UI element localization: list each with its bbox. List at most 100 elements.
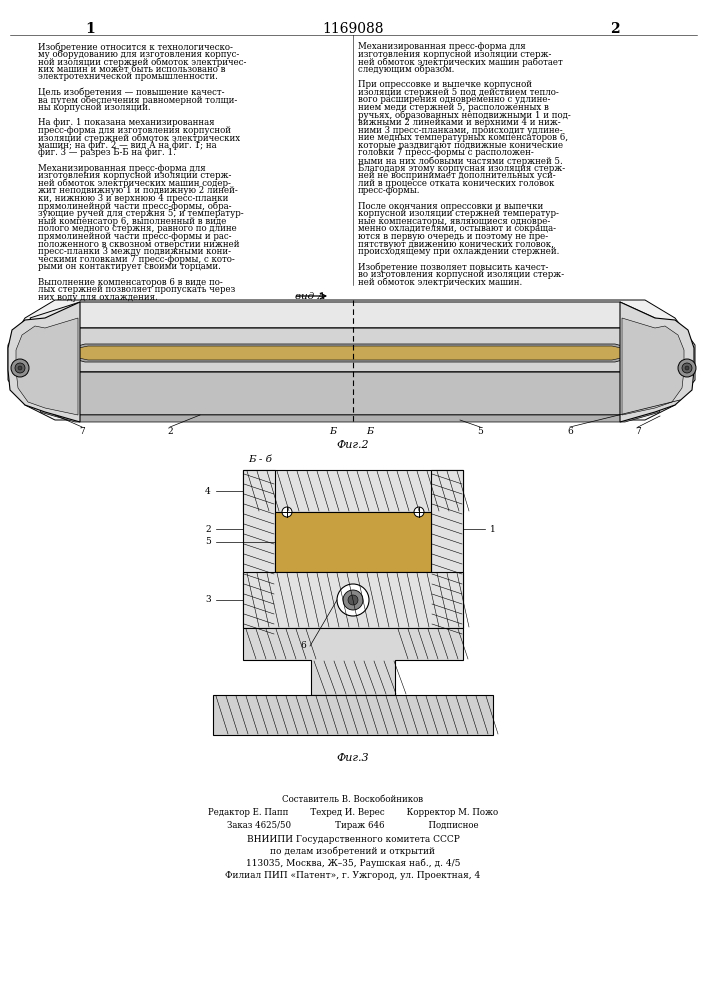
Polygon shape (431, 470, 463, 628)
Text: Изобретение относится к технологическо-: Изобретение относится к технологическо- (38, 42, 233, 51)
Text: электротехнической промышленности.: электротехнической промышленности. (38, 72, 218, 81)
Text: лых стержней позволяет пропускать через: лых стержней позволяет пропускать через (38, 285, 235, 294)
Text: ные компенсаторы, являющиеся одновре-: ные компенсаторы, являющиеся одновре- (358, 217, 550, 226)
Text: нием меди стержней 5, расположенных в: нием меди стержней 5, расположенных в (358, 103, 549, 112)
Text: 2: 2 (167, 427, 173, 436)
Text: по делам изобретений и открытий: по делам изобретений и открытий (271, 847, 436, 856)
Text: 6: 6 (567, 427, 573, 436)
Text: 7: 7 (79, 427, 85, 436)
Circle shape (682, 363, 692, 373)
Text: пресс-формы.: пресс-формы. (358, 186, 421, 195)
Text: ными на них лобовыми частями стержней 5.: ными на них лобовыми частями стержней 5. (358, 156, 563, 165)
Text: 113035, Москва, Ж–35, Раушская наб., д. 4/5: 113035, Москва, Ж–35, Раушская наб., д. … (246, 859, 460, 868)
Text: 1: 1 (85, 22, 95, 36)
Text: пресс-форма для изготовления корпусной: пресс-форма для изготовления корпусной (38, 126, 231, 135)
Text: менно охладителями, остывают и сокраща-: менно охладителями, остывают и сокраща- (358, 224, 556, 233)
Circle shape (15, 363, 25, 373)
Text: Филиал ПИП «Патент», г. Ужгород, ул. Проектная, 4: Филиал ПИП «Патент», г. Ужгород, ул. Про… (226, 871, 481, 880)
Circle shape (337, 584, 369, 616)
Text: Фиг.3: Фиг.3 (337, 753, 369, 763)
Text: При опрессовке и выпечке корпусной: При опрессовке и выпечке корпусной (358, 80, 532, 89)
Text: 1169088: 1169088 (322, 22, 384, 36)
Circle shape (11, 359, 29, 377)
Polygon shape (243, 470, 275, 628)
Polygon shape (620, 302, 694, 422)
Text: головки 7 пресс-формы с расположен-: головки 7 пресс-формы с расположен- (358, 148, 534, 157)
Text: Механизированная пресс-форма для: Механизированная пресс-форма для (38, 164, 206, 173)
Text: На фиг. 1 показана механизированная: На фиг. 1 показана механизированная (38, 118, 215, 127)
Text: изготовления корпусной изоляции стерж-: изготовления корпусной изоляции стерж- (358, 50, 551, 59)
Text: 2: 2 (610, 22, 620, 36)
Polygon shape (56, 346, 644, 360)
Text: Фиг.2: Фиг.2 (337, 440, 369, 450)
Text: изоляции стержней 5 под действием тепло-: изоляции стержней 5 под действием тепло- (358, 88, 559, 97)
Circle shape (18, 366, 22, 370)
Text: Б - б: Б - б (248, 455, 272, 464)
Text: вид А: вид А (295, 292, 325, 301)
Text: Б: Б (329, 427, 337, 436)
Text: 5: 5 (205, 538, 211, 546)
Polygon shape (40, 405, 660, 422)
Text: Выполнение компенсаторов 6 в виде по-: Выполнение компенсаторов 6 в виде по- (38, 278, 223, 287)
Text: корпусной изоляции стержней температур-: корпусной изоляции стержней температур- (358, 209, 559, 218)
Text: во изготовления корпусной изоляции стерж-: во изготовления корпусной изоляции стерж… (358, 270, 564, 279)
Polygon shape (30, 302, 670, 335)
Polygon shape (243, 572, 463, 628)
Text: ческими головками 7 пресс-формы, с кото-: ческими головками 7 пресс-формы, с кото- (38, 255, 235, 264)
Text: лий в процессе отката конических головок: лий в процессе отката конических головок (358, 179, 554, 188)
Text: ней обмоток электрических машин работает: ней обмоток электрических машин работает (358, 57, 563, 67)
Text: прямолинейной части пресс-формы и рас-: прямолинейной части пресс-формы и рас- (38, 232, 231, 241)
Text: пресс-планки 3 между подвижными кони-: пресс-планки 3 между подвижными кони- (38, 247, 231, 256)
Text: положенного в сквозном отверстии нижней: положенного в сквозном отверстии нижней (38, 240, 240, 249)
Circle shape (414, 507, 424, 517)
Text: ких машин и может быть использовано в: ких машин и может быть использовано в (38, 65, 226, 74)
Polygon shape (622, 318, 684, 415)
Text: ние медных температурных компенсаторов 6,: ние медных температурных компенсаторов 6… (358, 133, 568, 142)
Text: Б: Б (366, 427, 373, 436)
Polygon shape (243, 628, 463, 695)
Text: ручьях, образованных неподвижными 1 и под-: ручьях, образованных неподвижными 1 и по… (358, 110, 571, 120)
Text: следующим образом.: следующим образом. (358, 65, 455, 74)
Text: Благодаря этому корпусная изоляция стерж-: Благодаря этому корпусная изоляция стерж… (358, 164, 565, 173)
Text: 5: 5 (477, 427, 483, 436)
Text: Составитель В. Воскобойников: Составитель В. Воскобойников (282, 795, 423, 804)
Text: ней обмоток электрических машин.: ней обмоток электрических машин. (358, 278, 522, 287)
Text: Механизированная пресс-форма для: Механизированная пресс-форма для (358, 42, 526, 51)
Text: 7: 7 (635, 427, 641, 436)
Text: вого расширения одновременно с удлине-: вого расширения одновременно с удлине- (358, 95, 550, 104)
Text: машин; на фиг. 2 — вид А на фиг. 1; на: машин; на фиг. 2 — вид А на фиг. 1; на (38, 141, 216, 150)
Text: ВНИИПИ Государственного комитета СССР: ВНИИПИ Государственного комитета СССР (247, 835, 460, 844)
Text: После окончания опрессовки и выпечки: После окончания опрессовки и выпечки (358, 202, 543, 211)
Text: Заказ 4625/50                Тираж 646                Подписное: Заказ 4625/50 Тираж 646 Подписное (227, 821, 479, 830)
Text: изготовления корпусной изоляции стерж-: изготовления корпусной изоляции стерж- (38, 171, 231, 180)
Text: 2: 2 (205, 524, 211, 534)
Text: 3: 3 (205, 595, 211, 604)
Text: ней не воспринимает дополнительных уси-: ней не воспринимает дополнительных уси- (358, 171, 556, 180)
Circle shape (678, 359, 696, 377)
Polygon shape (275, 512, 431, 572)
Text: зующие ручей для стержня 5, и температур-: зующие ручей для стержня 5, и температур… (38, 209, 244, 218)
Text: 6: 6 (300, 642, 306, 650)
Text: ними 3 пресс-планками, происходит удлине-: ними 3 пресс-планками, происходит удлине… (358, 126, 563, 135)
Text: которые раздвигают подвижные конические: которые раздвигают подвижные конические (358, 141, 563, 150)
Text: изоляции стержней обмоток электрических: изоляции стержней обмоток электрических (38, 133, 240, 143)
Text: му оборудованию для изготовления корпус-: му оборудованию для изготовления корпус- (38, 50, 239, 59)
Text: прямолинейной части пресс-формы, обра-: прямолинейной части пресс-формы, обра- (38, 202, 231, 211)
Text: вижными 2 линейками и верхними 4 и ниж-: вижными 2 линейками и верхними 4 и ниж- (358, 118, 561, 127)
Text: 4: 4 (205, 487, 211, 495)
Polygon shape (52, 344, 648, 362)
Text: происходящему при охлаждении стержней.: происходящему при охлаждении стержней. (358, 247, 559, 256)
Text: ки, нижнюю 3 и верхнюю 4 пресс-планки: ки, нижнюю 3 и верхнюю 4 пресс-планки (38, 194, 228, 203)
Text: ются в первую очередь и поэтому не пре-: ются в первую очередь и поэтому не пре- (358, 232, 548, 241)
Text: рыми он контактирует своими торцами.: рыми он контактирует своими торцами. (38, 262, 221, 271)
Polygon shape (45, 328, 655, 372)
Text: ный компенсатор 6, выполненный в виде: ный компенсатор 6, выполненный в виде (38, 217, 226, 226)
Polygon shape (213, 695, 493, 735)
Circle shape (343, 590, 363, 610)
Text: них воду для охлаждения.: них воду для охлаждения. (38, 293, 158, 302)
Text: ной изоляции стержней обмоток электричес-: ной изоляции стержней обмоток электричес… (38, 57, 246, 67)
Circle shape (282, 507, 292, 517)
Polygon shape (45, 372, 655, 415)
Text: ней обмоток электрических машин содер-: ней обмоток электрических машин содер- (38, 179, 231, 188)
Text: Изобретение позволяет повысить качест-: Изобретение позволяет повысить качест- (358, 262, 549, 272)
